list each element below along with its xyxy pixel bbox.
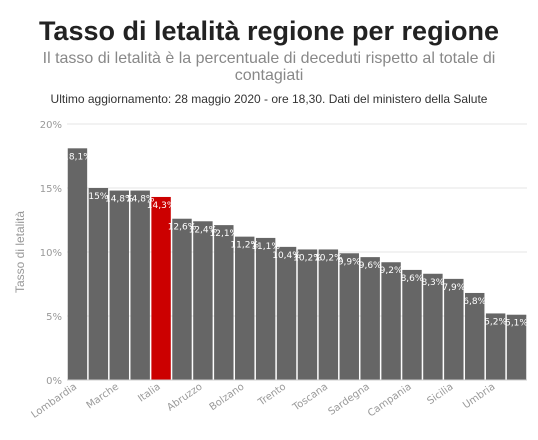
bar	[297, 249, 318, 380]
bar	[214, 225, 234, 380]
bar-data-label: 11,2%	[230, 241, 259, 251]
bar-data-label: 14,8%	[126, 195, 155, 205]
x-axis-ticks: Lombardia Marche Italia Abruzzo Bolzano Trent…	[30, 381, 498, 420]
bar	[151, 196, 171, 380]
bar-data-label: 10,4%	[272, 251, 301, 261]
x-tick-label: Bolzano	[208, 381, 247, 413]
bar	[339, 253, 359, 380]
bar	[485, 313, 506, 380]
bar-data-label: 18,1%	[63, 152, 92, 162]
bar	[235, 236, 255, 380]
x-tick-label: Sicilia	[425, 381, 455, 407]
bar	[130, 190, 150, 380]
last-updated-note: Ultimo aggiornamento: 28 maggio 2020 - o…	[50, 92, 488, 106]
x-tick-label: Trento	[256, 381, 289, 408]
bar-data-label: 9,9%	[338, 257, 361, 267]
bar	[423, 273, 443, 380]
y-tick-label: 15%	[40, 184, 62, 195]
bar-data-label: 7,9%	[442, 283, 465, 293]
bar	[193, 221, 213, 380]
chart-subtitle: Il tasso di letalità è la percentuale di…	[42, 50, 496, 84]
bar	[172, 218, 192, 380]
bar	[402, 269, 422, 380]
bars	[67, 148, 527, 380]
bar-data-label: 10,2%	[293, 253, 322, 263]
chart-title: Tasso di letalità regione per regione	[38, 16, 500, 46]
bar	[506, 314, 527, 380]
bar-data-label: 6,8%	[463, 297, 486, 307]
bar-data-label: 5,2%	[484, 317, 507, 327]
y-axis-title: Tasso di letalità	[13, 211, 27, 293]
y-tick-label: 10%	[40, 248, 62, 259]
bar-data-label: 12,4%	[189, 225, 218, 235]
bar-data-label: 14,3%	[147, 201, 176, 211]
y-axis-ticks: 0% 5% 10% 15% 20%	[40, 120, 62, 387]
y-tick-label: 0%	[46, 376, 62, 387]
bar-data-label: 8,6%	[401, 274, 424, 284]
x-tick-label: Abruzzo	[165, 381, 204, 413]
bar-data-label: 14,8%	[105, 195, 134, 205]
bar	[255, 237, 276, 380]
bar-data-label: 5,1%	[505, 319, 528, 329]
bar	[360, 257, 380, 380]
bar	[67, 148, 88, 380]
bar-data-label: 10,2%	[314, 253, 343, 263]
x-tick-label: Lombardia	[30, 381, 80, 420]
x-tick-label: Marche	[85, 381, 121, 411]
bar-data-label: 11,1%	[251, 242, 280, 252]
y-tick-label: 5%	[46, 312, 62, 323]
bar	[318, 249, 339, 380]
bar-data-label: 15%	[88, 192, 108, 202]
bar-data-label: 9,6%	[359, 261, 382, 271]
bar-data-label: 12,6%	[168, 223, 197, 233]
bar	[465, 292, 485, 380]
x-tick-label: Campania	[366, 381, 414, 419]
x-tick-label: Toscana	[290, 381, 330, 413]
y-tick-label: 20%	[40, 120, 62, 131]
data-labels: 18,1%15%14,8%14,8%14,3%12,6%12,4%12,1%11…	[63, 152, 528, 328]
bar-data-label: 12,1%	[210, 229, 239, 239]
bar	[88, 188, 109, 380]
bar-data-label: 8,3%	[421, 278, 444, 288]
x-tick-label: Sardegna	[326, 381, 371, 417]
x-tick-label: Italia	[136, 381, 163, 404]
bar	[444, 278, 464, 380]
bar	[109, 190, 129, 380]
bar	[276, 246, 297, 380]
x-tick-label: Umbria	[461, 381, 497, 411]
bar	[381, 262, 401, 380]
bar-data-label: 9,2%	[380, 266, 403, 276]
